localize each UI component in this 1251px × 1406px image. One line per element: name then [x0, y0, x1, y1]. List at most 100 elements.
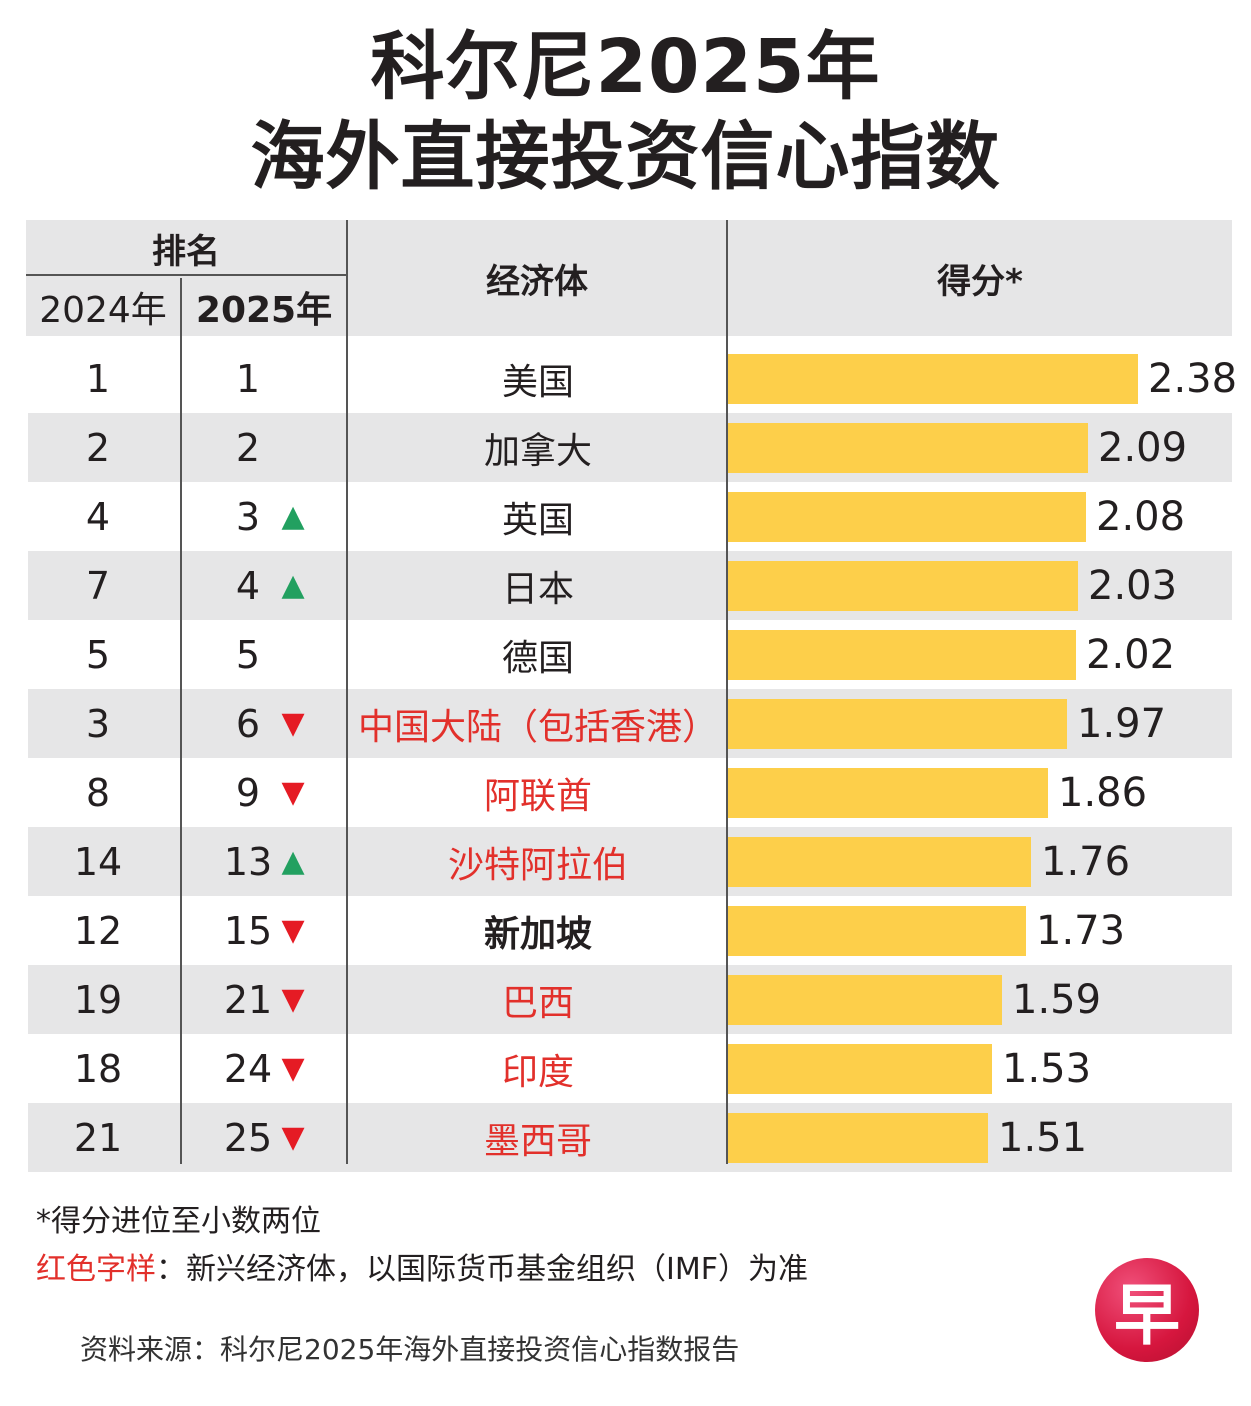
table-row: 14 13 ▲ 沙特阿拉伯 1.76 [28, 827, 1232, 896]
rank-2024: 14 [73, 839, 123, 884]
score-bar [728, 906, 1026, 956]
title-line-1: 科尔尼2025年 [370, 24, 881, 110]
score-label: 1.59 [1012, 976, 1102, 1023]
score-label: 1.51 [998, 1114, 1088, 1161]
table-row: 21 25 ▼ 墨西哥 1.51 [28, 1103, 1232, 1172]
economy-name: 美国 [501, 361, 574, 403]
rank-down-icon: ▼ [281, 1051, 305, 1086]
table-row: 5 5 德国 2.02 [28, 620, 1232, 689]
score-label: 2.02 [1086, 631, 1176, 678]
rank-2025: 21 [223, 977, 273, 1022]
rank-2025: 6 [235, 701, 261, 746]
economy-name: 新加坡 [483, 913, 592, 955]
table-row: 19 21 ▼ 巴西 1.59 [28, 965, 1232, 1034]
score-bar [728, 699, 1067, 749]
score-bar [728, 492, 1086, 542]
score-bar [728, 837, 1031, 887]
score-label: 1.86 [1058, 769, 1148, 816]
score-bar [728, 630, 1076, 680]
rank-2024: 4 [85, 494, 111, 539]
source-note: 资料来源：科尔尼2025年海外直接投资信心指数报告 [80, 1333, 740, 1366]
score-bar [728, 768, 1048, 818]
economy-name: 中国大陆（包括香港） [357, 706, 718, 748]
score-label: 1.76 [1041, 838, 1131, 885]
economy-name: 巴西 [501, 982, 574, 1024]
rank-2025: 15 [223, 908, 273, 953]
legend-note: 红色字样：新兴经济体，以国际货币基金组织（IMF）为准 [36, 1244, 808, 1288]
header-economy: 经济体 [486, 261, 588, 302]
score-label: 1.97 [1077, 700, 1167, 747]
rank-up-icon: ▲ [281, 568, 305, 603]
rank-2025: 13 [223, 839, 273, 884]
rank-2025: 1 [235, 356, 261, 401]
rank-2024: 12 [73, 908, 123, 953]
table-row: 1 1 美国 2.38 [28, 344, 1237, 413]
column-divider-rank-2024 [180, 278, 182, 1164]
score-label: 2.08 [1096, 493, 1186, 540]
rank-up-icon: ▲ [281, 844, 305, 879]
score-label: 2.03 [1088, 562, 1178, 609]
table-row: 18 24 ▼ 印度 1.53 [28, 1034, 1232, 1103]
rank-down-icon: ▼ [281, 706, 305, 741]
rank-down-icon: ▼ [281, 982, 305, 1017]
rank-2024: 7 [85, 563, 111, 608]
score-label: 2.09 [1098, 424, 1188, 471]
rank-2025: 5 [235, 632, 261, 677]
economy-name: 英国 [501, 499, 574, 541]
column-divider-rank [346, 220, 348, 1164]
table-row: 12 15 ▼ 新加坡 1.73 [28, 896, 1232, 965]
title-line-2: 海外直接投资信心指数 [250, 114, 1001, 200]
economy-name: 日本 [501, 568, 574, 610]
rank-2025: 2 [235, 425, 261, 470]
table-row: 2 2 加拿大 2.09 [28, 413, 1232, 482]
score-bar [728, 975, 1002, 1025]
rank-2024: 21 [73, 1115, 123, 1160]
rank-down-icon: ▼ [281, 1120, 305, 1155]
rounding-note: *得分进位至小数两位 [36, 1204, 321, 1239]
score-bar [728, 1113, 988, 1163]
rank-down-icon: ▼ [281, 913, 305, 948]
table-row: 4 3 ▲ 英国 2.08 [28, 482, 1232, 551]
rank-down-icon: ▼ [281, 775, 305, 810]
rank-2025: 4 [235, 563, 261, 608]
rank-2025: 24 [223, 1046, 273, 1091]
economy-name: 阿联酋 [483, 775, 592, 817]
economy-name: 印度 [501, 1051, 574, 1093]
score-label: 1.73 [1036, 907, 1126, 954]
logo-char: 早 [1114, 1277, 1180, 1354]
score-label: 1.53 [1002, 1045, 1092, 1092]
rank-2024: 18 [73, 1046, 123, 1091]
rank-2024: 5 [85, 632, 111, 677]
rank-2024: 1 [85, 356, 111, 401]
header-year-2024: 2024年 [39, 290, 167, 331]
score-bar [728, 1044, 992, 1094]
economy-name: 德国 [501, 637, 574, 679]
table-row: 8 9 ▼ 阿联酋 1.86 [28, 758, 1232, 827]
table-row: 3 6 ▼ 中国大陆（包括香港） 1.97 [28, 689, 1232, 758]
header-rank: 排名 [152, 231, 220, 272]
rank-2024: 2 [85, 425, 111, 470]
table-row: 7 4 ▲ 日本 2.03 [28, 551, 1232, 620]
score-bar [728, 423, 1088, 473]
rank-up-icon: ▲ [281, 499, 305, 534]
zaobao-logo: 早 [1095, 1258, 1199, 1362]
economy-name: 沙特阿拉伯 [447, 844, 628, 886]
legend-red-label: 红色字样 [36, 1252, 156, 1287]
header-divider [26, 274, 346, 276]
rank-2025: 25 [223, 1115, 273, 1160]
header-year-2025: 2025年 [195, 290, 333, 331]
score-bar [728, 354, 1138, 404]
column-divider-economy [726, 220, 728, 1164]
legend-red-desc: ：新兴经济体，以国际货币基金组织（IMF）为准 [156, 1252, 808, 1287]
economy-name: 加拿大 [483, 430, 592, 472]
rank-2024: 19 [73, 977, 123, 1022]
rank-2025: 9 [235, 770, 261, 815]
header-score: 得分* [937, 261, 1023, 302]
economy-name: 墨西哥 [483, 1120, 592, 1162]
rank-2025: 3 [235, 494, 261, 539]
score-label: 2.38 [1148, 355, 1238, 402]
rank-2024: 8 [85, 770, 111, 815]
table-header [26, 220, 1232, 336]
rank-2024: 3 [85, 701, 111, 746]
score-bar [728, 561, 1078, 611]
